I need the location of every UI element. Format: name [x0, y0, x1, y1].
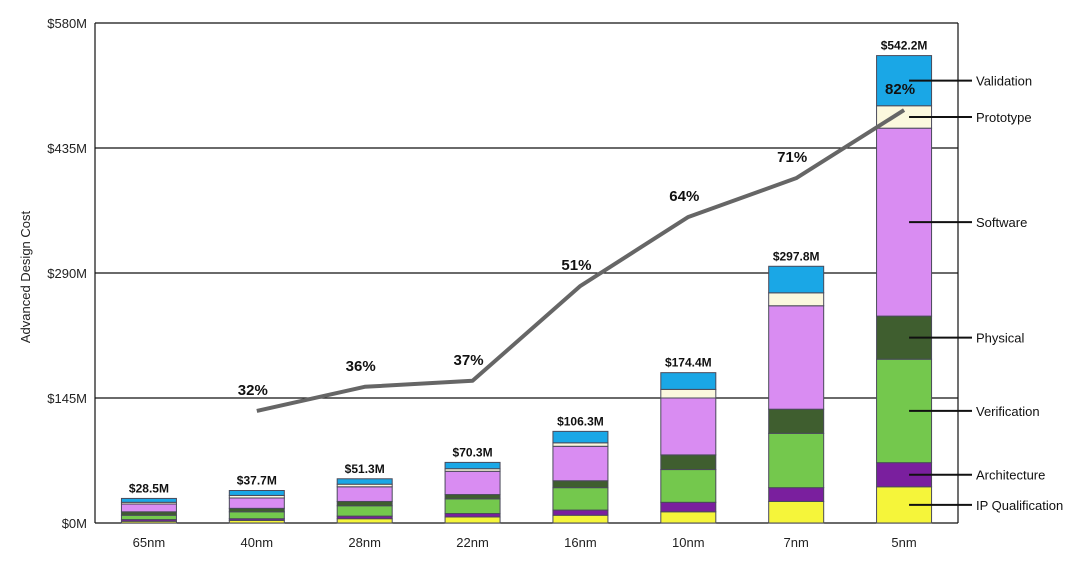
bar-segment [444, 516, 501, 524]
bar-segment [768, 500, 825, 524]
y-tick-label: $435M [47, 141, 87, 156]
x-axis: 65nm 40nm 28nm 22nm 16nm 10nm 7nm 5nm [133, 535, 917, 550]
percentage-label: 36% [346, 358, 376, 375]
bar-segment [660, 501, 717, 513]
x-tick-label: 7nm [784, 535, 809, 550]
legend-label: Verification [976, 404, 1040, 419]
bar-total-label: $70.3M [453, 445, 493, 459]
bar-segment [120, 511, 177, 516]
bar-segment [444, 513, 501, 518]
grid-lines [95, 22, 958, 524]
bar-segment [768, 292, 825, 307]
bar-total-label: $297.8M [773, 249, 820, 263]
bar-total-label: $542.2M [881, 39, 928, 53]
x-tick-label: 10nm [672, 535, 705, 550]
bar-segment [768, 432, 825, 489]
legend-label: Software [976, 215, 1027, 230]
bar-segment [228, 507, 285, 513]
bar-segment [660, 388, 717, 399]
bar-segment [120, 503, 177, 513]
bar-segment [336, 505, 393, 517]
bar-segment [444, 470, 501, 496]
bar-segment [660, 397, 717, 456]
percentage-label: 32% [238, 382, 268, 399]
y-axis-label: Advanced Design Cost [18, 210, 33, 343]
bar-segment [228, 497, 285, 509]
bar-segment [660, 511, 717, 524]
x-tick-label: 5nm [891, 535, 916, 550]
x-tick-label: 40nm [241, 535, 274, 550]
x-tick-label: 28nm [348, 535, 381, 550]
bar-segment [660, 469, 717, 503]
bar-total-label: $174.4M [665, 356, 712, 370]
bar-segment [660, 372, 717, 390]
percentage-line-path [256, 108, 906, 413]
bar-total-label: $106.3M [557, 414, 604, 428]
bar-total-label: $28.5M [129, 481, 169, 495]
bar-segment [228, 490, 285, 496]
y-tick-label: $580M [47, 16, 87, 31]
bar-segment [336, 486, 393, 502]
bar-segment [552, 487, 609, 511]
x-tick-label: 16nm [564, 535, 597, 550]
bar-segment [120, 497, 177, 503]
legend-label: Physical [976, 331, 1025, 346]
legend: Validation Prototype Software Physical Verif… [909, 74, 1063, 513]
bar-segment [552, 442, 609, 447]
bar-segment [552, 480, 609, 489]
bar-segment [552, 445, 609, 482]
legend-label: Validation [976, 74, 1032, 89]
y-axis: $0M $145M $290M $435M $580M [47, 16, 959, 531]
percentage-line: 32% 36% 37% 51% 64% 71% 82% [238, 81, 915, 413]
bar-segment [552, 514, 609, 524]
bar-segment [120, 514, 177, 521]
bar-segment [336, 478, 393, 485]
percentage-label: 82% [885, 81, 915, 98]
bar-segment [552, 509, 609, 516]
y-tick-label: $290M [47, 266, 87, 281]
bar-segment [228, 511, 285, 520]
bar-segment [336, 518, 393, 524]
y-tick-label: $145M [47, 391, 87, 406]
bar-segment [768, 408, 825, 434]
bar-segment [444, 461, 501, 470]
x-tick-label: 22nm [456, 535, 489, 550]
percentage-label: 37% [454, 352, 484, 369]
bar-segment [768, 305, 825, 410]
x-tick-label: 65nm [133, 535, 166, 550]
bar-segment [768, 265, 825, 294]
bar-segment [552, 430, 609, 444]
legend-label: IP Qualification [976, 498, 1063, 513]
legend-label: Prototype [976, 110, 1032, 125]
percentage-label: 64% [669, 188, 699, 205]
bar-segment [768, 487, 825, 502]
bar-segment [444, 498, 501, 515]
bar-total-label: $51.3M [345, 462, 385, 476]
bar-segment [444, 494, 501, 500]
bar-segment [336, 500, 393, 507]
bar-segment [660, 454, 717, 471]
legend-label: Architecture [976, 468, 1045, 483]
percentage-label: 51% [561, 257, 591, 274]
bars: $28.5M $37.7M $51.3M $70.3M $106.3M $174.4M $2… [120, 39, 933, 524]
percentage-label: 71% [777, 149, 807, 166]
y-tick-label: $0M [62, 516, 87, 531]
bar-total-label: $37.7M [237, 474, 277, 488]
